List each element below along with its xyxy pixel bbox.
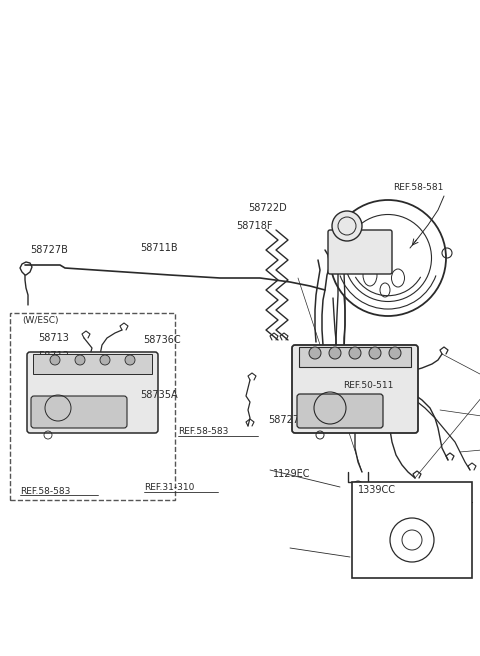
FancyBboxPatch shape [299, 347, 411, 367]
Bar [352, 482, 472, 578]
Text: REF.50-511: REF.50-511 [343, 380, 394, 390]
Circle shape [75, 355, 85, 365]
Text: 58727B: 58727B [30, 245, 68, 255]
FancyBboxPatch shape [31, 396, 127, 428]
Text: 58712: 58712 [38, 351, 69, 361]
Text: REF.58-583: REF.58-583 [178, 428, 228, 436]
Text: 58718F: 58718F [236, 221, 273, 231]
Text: 58711B: 58711B [140, 243, 178, 253]
Text: 58736C: 58736C [143, 335, 180, 345]
Circle shape [389, 347, 401, 359]
Text: 1339CC: 1339CC [358, 485, 396, 495]
FancyBboxPatch shape [297, 394, 383, 428]
Circle shape [50, 355, 60, 365]
Text: REF.58-583: REF.58-583 [20, 487, 71, 497]
FancyBboxPatch shape [292, 345, 418, 433]
Bar [10, 313, 175, 500]
Circle shape [329, 347, 341, 359]
FancyBboxPatch shape [328, 230, 392, 274]
Text: REF.31-310: REF.31-310 [144, 483, 194, 493]
Circle shape [125, 355, 135, 365]
Circle shape [309, 347, 321, 359]
Circle shape [369, 347, 381, 359]
Circle shape [332, 211, 362, 241]
Text: 58715C: 58715C [340, 355, 378, 365]
Text: 58727B: 58727B [268, 415, 306, 425]
FancyBboxPatch shape [33, 354, 152, 374]
Text: 1129EC: 1129EC [273, 469, 311, 479]
Text: (W/ESC): (W/ESC) [22, 316, 59, 325]
Text: 58713: 58713 [38, 333, 69, 343]
FancyBboxPatch shape [27, 352, 158, 433]
Text: REF.58-581: REF.58-581 [393, 184, 444, 192]
Circle shape [349, 347, 361, 359]
Text: 58722D: 58722D [248, 203, 287, 213]
Circle shape [100, 355, 110, 365]
Text: 58735A: 58735A [140, 390, 178, 400]
